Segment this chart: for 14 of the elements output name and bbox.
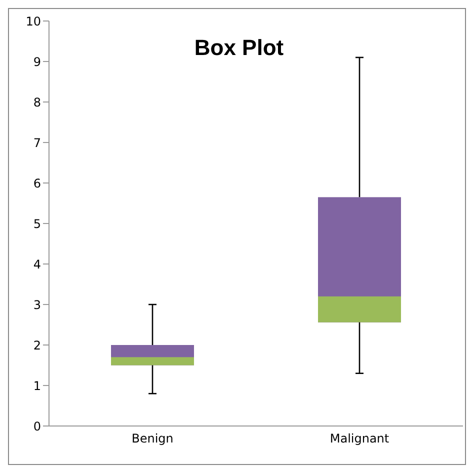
text: Box Plot <box>193 35 285 61</box>
y-tick-label: 3 <box>33 298 41 312</box>
y-tick-label: 1 <box>33 378 41 393</box>
y-tick-label: 8 <box>33 95 41 110</box>
y-tick-label: 4 <box>33 257 41 272</box>
y-tick-label: 2 <box>33 338 41 352</box>
y-tick-label: 9 <box>33 54 41 69</box>
y-tick-label: 7 <box>33 136 41 150</box>
y-tick-label: 10 <box>26 14 41 28</box>
y-tick-label: 5 <box>33 216 41 231</box>
y-tick-label: 6 <box>33 176 41 190</box>
y-tick-label: 0 <box>33 419 41 434</box>
x-tick-label: Benign <box>132 432 174 446</box>
x-tick-label: Malignant <box>330 432 390 446</box>
